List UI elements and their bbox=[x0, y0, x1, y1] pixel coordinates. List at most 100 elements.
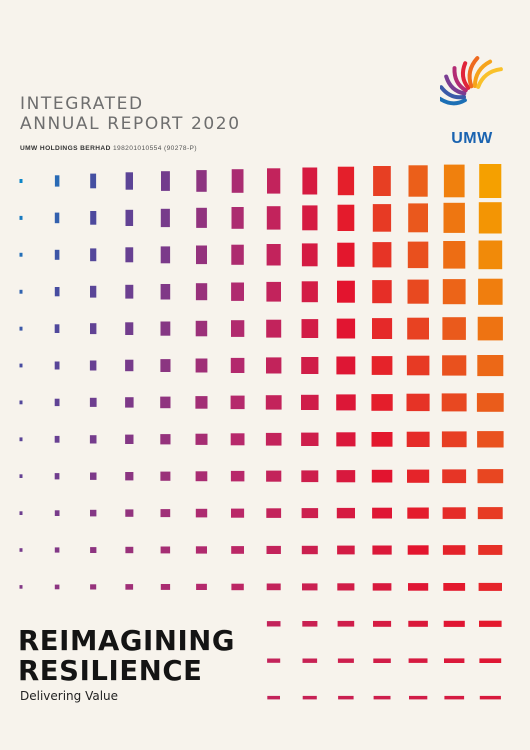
mosaic-tile bbox=[90, 509, 97, 517]
mosaic-tile bbox=[267, 695, 280, 700]
mosaic-tile bbox=[19, 548, 23, 552]
mosaic-tile bbox=[195, 396, 208, 409]
mosaic-tile bbox=[477, 316, 503, 341]
mosaic-tile bbox=[196, 583, 207, 590]
mosaic-tile bbox=[160, 584, 171, 590]
mosaic-tile bbox=[90, 584, 97, 590]
mosaic-tile bbox=[301, 243, 318, 267]
mosaic-tile bbox=[372, 204, 392, 232]
company-reg-number: 198201010554 (90278-P) bbox=[112, 145, 197, 152]
mosaic-tile bbox=[478, 582, 502, 591]
mosaic-tile bbox=[230, 470, 245, 482]
mosaic-tile bbox=[125, 397, 134, 408]
logo-wing-stroke bbox=[440, 85, 466, 100]
mosaic-tile bbox=[19, 400, 23, 405]
mosaic-tile bbox=[231, 244, 244, 265]
mosaic-tile bbox=[444, 658, 465, 663]
mosaic-tile bbox=[336, 470, 356, 483]
mosaic-tile bbox=[267, 658, 281, 663]
mosaic-tile bbox=[19, 437, 23, 442]
mosaic-tile bbox=[336, 318, 356, 339]
mosaic-tile bbox=[54, 287, 60, 297]
mosaic-tile bbox=[443, 620, 465, 627]
mosaic-tile bbox=[408, 165, 428, 197]
mosaic-tile bbox=[195, 433, 208, 445]
mosaic-tile bbox=[372, 318, 393, 339]
report-title-line-1: INTEGRATED bbox=[20, 94, 144, 114]
mosaic-tile bbox=[373, 620, 392, 627]
company-name: UMW HOLDINGS BERHAD bbox=[20, 145, 111, 152]
mosaic-tile bbox=[196, 170, 207, 192]
mosaic-tile bbox=[302, 167, 318, 195]
mosaic-tile bbox=[19, 179, 23, 183]
mosaic-tile bbox=[407, 241, 429, 269]
mosaic-tile bbox=[338, 695, 354, 700]
mosaic-tile bbox=[90, 285, 97, 298]
mosaic-tile bbox=[125, 584, 134, 590]
umw-wing-icon bbox=[440, 56, 503, 106]
mosaic-tile bbox=[161, 171, 170, 191]
mosaic-tile bbox=[160, 208, 170, 228]
mosaic-tile bbox=[337, 166, 355, 196]
mosaic-tile bbox=[406, 431, 430, 447]
mosaic-tile bbox=[301, 432, 319, 446]
mosaic-tile bbox=[195, 508, 208, 518]
mosaic-tile bbox=[160, 546, 171, 554]
mosaic-tile bbox=[479, 164, 502, 198]
mosaic-tile bbox=[336, 356, 356, 375]
mosaic-tile bbox=[231, 583, 244, 591]
mosaic-tile bbox=[373, 166, 391, 196]
mosaic-tile bbox=[230, 433, 245, 446]
mosaic-tile bbox=[125, 172, 133, 190]
mosaic-tile bbox=[407, 545, 429, 555]
umw-logo: UMW bbox=[440, 50, 518, 150]
mosaic-tile bbox=[160, 321, 171, 336]
mosaic-tile bbox=[371, 394, 393, 411]
mosaic-tile bbox=[266, 357, 282, 374]
mosaic-tile bbox=[478, 545, 503, 555]
mosaic-tile bbox=[90, 211, 97, 225]
mosaic-tile bbox=[160, 434, 171, 445]
mosaic-tile bbox=[372, 545, 392, 555]
mosaic-tile bbox=[478, 278, 503, 305]
mosaic-tile bbox=[90, 472, 97, 480]
mosaic-tile bbox=[372, 507, 392, 519]
mosaic-tile bbox=[125, 247, 134, 263]
mosaic-tile bbox=[337, 204, 355, 231]
mosaic-tile bbox=[442, 507, 466, 519]
mosaic-tile bbox=[195, 358, 208, 373]
logo-text: UMW bbox=[451, 130, 493, 147]
theme-subheadline: Delivering Value bbox=[20, 689, 119, 703]
mosaic-tile bbox=[442, 469, 467, 484]
mosaic-tile bbox=[54, 249, 60, 260]
mosaic-tile bbox=[265, 432, 282, 446]
mosaic-tile bbox=[196, 245, 207, 265]
mosaic-tile bbox=[479, 658, 502, 663]
mosaic-tile bbox=[407, 507, 429, 519]
mosaic-tile bbox=[302, 621, 318, 627]
mosaic-tile bbox=[19, 511, 23, 515]
mosaic-tile bbox=[337, 658, 354, 663]
mosaic-tile bbox=[477, 469, 504, 484]
mosaic-tile bbox=[302, 658, 318, 663]
mosaic-tile bbox=[371, 356, 393, 375]
mosaic-tile bbox=[125, 509, 134, 517]
mosaic-tile bbox=[442, 317, 466, 340]
mosaic-tile bbox=[301, 545, 318, 555]
mosaic-tile bbox=[266, 319, 282, 338]
mosaic-tile bbox=[54, 510, 60, 516]
mosaic-tile bbox=[441, 393, 467, 412]
mosaic-tile bbox=[266, 621, 281, 627]
mosaic-tile bbox=[125, 434, 134, 444]
mosaic-tile bbox=[337, 242, 355, 267]
mosaic-tile bbox=[442, 355, 467, 376]
mosaic-tile bbox=[54, 324, 60, 333]
mosaic-tile bbox=[336, 394, 356, 411]
mosaic-tile bbox=[336, 507, 355, 519]
mosaic-tile bbox=[160, 284, 171, 300]
mosaic-tile bbox=[160, 396, 171, 409]
mosaic-tile bbox=[406, 355, 430, 376]
mosaic-tile bbox=[19, 363, 23, 368]
mosaic-tile bbox=[442, 545, 466, 555]
